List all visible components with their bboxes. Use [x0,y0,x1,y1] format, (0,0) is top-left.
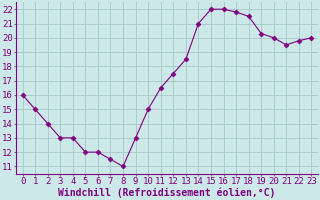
X-axis label: Windchill (Refroidissement éolien,°C): Windchill (Refroidissement éolien,°C) [58,187,276,198]
